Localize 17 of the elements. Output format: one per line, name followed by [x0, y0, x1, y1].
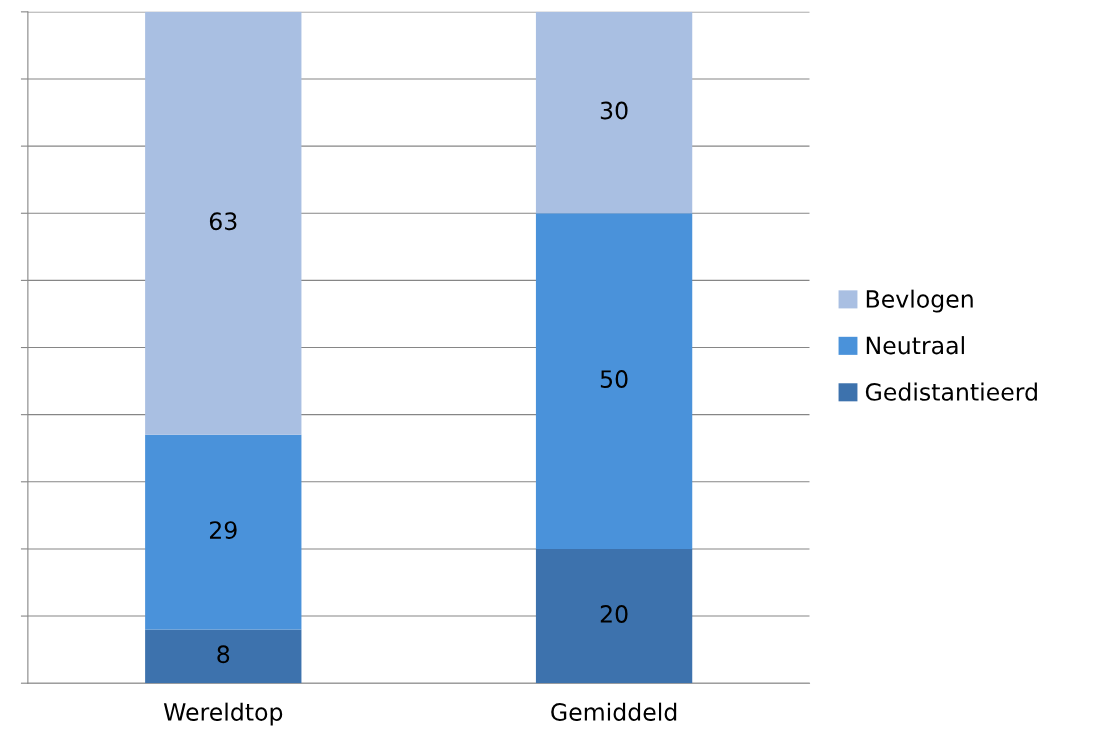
bar — [145, 434, 302, 630]
data-label: 20 — [600, 605, 628, 623]
bar — [145, 629, 302, 684]
data-label: 63 — [209, 212, 237, 231]
bar — [145, 11, 302, 435]
bar — [535, 548, 693, 684]
data-label: 29 — [209, 521, 237, 539]
bar — [535, 213, 693, 549]
data-label: 8 — [217, 645, 230, 664]
legend-label: Bevlogen — [866, 289, 973, 313]
data-label: 30 — [600, 101, 628, 120]
bar — [535, 11, 693, 214]
x-tick-label: Wereldtop — [163, 702, 283, 726]
x-tick-label: Gemiddeld — [551, 702, 677, 721]
legend-label: Neutraal — [866, 336, 964, 355]
legend-label: Gedistantieerd — [865, 382, 1037, 401]
data-label: 50 — [600, 370, 628, 388]
